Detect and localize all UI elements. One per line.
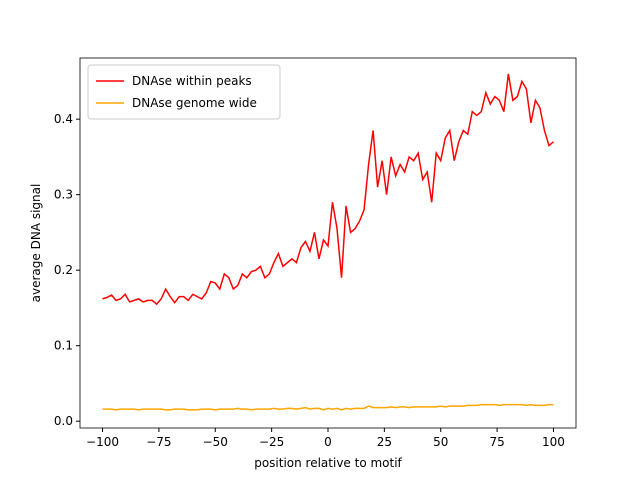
y-axis-label: average DNA signal [29,184,43,303]
y-tick-label: 0.0 [54,414,73,428]
x-tick-label: 100 [542,435,565,449]
data-line [102,73,554,306]
legend: DNAse within peaks DNAse genome wide [87,64,281,120]
y-tick-label: 0.4 [54,112,73,126]
y-tick-label: 0.3 [54,188,73,202]
data-line [102,403,554,411]
x-tick-label: −25 [259,435,284,449]
legend-frame [87,64,281,120]
x-tick-label: 75 [489,435,504,449]
legend-label: DNAse genome wide [132,96,257,110]
plot-frame [79,57,577,429]
legend-label: DNAse within peaks [132,74,252,88]
x-tick-label: 50 [433,435,448,449]
x-tick-label: −50 [203,435,228,449]
x-axis-label: position relative to motif [254,456,402,470]
x-tick-label: 25 [377,435,392,449]
x-tick-label: −75 [146,435,171,449]
y-tick-label: 0.2 [54,263,73,277]
x-tick-label: −100 [86,435,119,449]
y-tick-label: 0.1 [54,339,73,353]
x-tick-label: 0 [324,435,332,449]
